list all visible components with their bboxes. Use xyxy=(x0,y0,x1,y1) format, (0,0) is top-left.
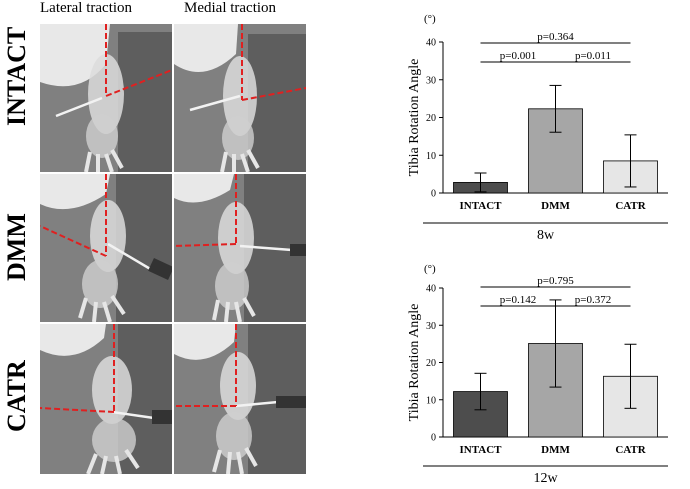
chart-8w-period-label: 8w xyxy=(537,228,555,243)
chart-8w-category-label-intact: INTACT xyxy=(460,200,503,212)
chart-8w-y-tick-label: 0 xyxy=(431,189,436,200)
chart-12w-y-tick-label: 40 xyxy=(426,284,436,295)
chart-12w-y-axis-label: Tibia Rotation Angle xyxy=(407,304,422,422)
chart-12w-p-value-label: p=0.142 xyxy=(500,294,536,306)
chart-8w-p-value-label: p=0.001 xyxy=(500,50,536,62)
chart-12w-y-unit-label: (°) xyxy=(424,263,436,275)
chart-8w-y-tick-label: 20 xyxy=(426,113,436,124)
chart-8w-y-tick-label: 40 xyxy=(426,38,436,49)
chart-8w-y-tick-label: 10 xyxy=(426,151,436,162)
chart-12w-category-label-catr: CATR xyxy=(615,444,646,456)
chart-12w-y-tick-label: 0 xyxy=(431,433,436,444)
chart-8w-p-value-label: p=0.364 xyxy=(537,31,574,43)
chart-12w-y-tick-label: 30 xyxy=(426,321,436,332)
xray-intact-medial xyxy=(174,24,306,172)
chart-12w-p-value-label: p=0.372 xyxy=(575,294,611,306)
chart-12w-period-label: 12w xyxy=(533,471,558,486)
xray-intact-lateral xyxy=(40,24,172,172)
xray-catr-medial xyxy=(174,324,306,474)
chart-12w-category-label-intact: INTACT xyxy=(460,444,503,456)
xray-dmm-lateral xyxy=(40,174,172,322)
chart-12w-p-value-label: p=0.795 xyxy=(537,275,574,287)
chart-12w-y-tick-label: 20 xyxy=(426,358,436,369)
chart-12w-y-tick-label: 10 xyxy=(426,395,436,406)
chart-8w-p-value-label: p=0.011 xyxy=(575,50,611,62)
chart-8w-y-unit-label: (°) xyxy=(424,13,436,25)
chart-8w-category-label-dmm: DMM xyxy=(541,200,570,212)
xray-catr-lateral xyxy=(40,324,172,474)
chart-8w-y-axis-label: Tibia Rotation Angle xyxy=(407,59,422,177)
chart-8w-category-label-catr: CATR xyxy=(615,200,646,212)
chart-12w-category-label-dmm: DMM xyxy=(541,444,570,456)
xray-dmm-medial xyxy=(174,174,306,322)
column-title-lateral: Lateral traction xyxy=(40,0,133,16)
column-title-medial: Medial traction xyxy=(184,0,277,16)
chart-8w-y-tick-label: 30 xyxy=(426,75,436,86)
